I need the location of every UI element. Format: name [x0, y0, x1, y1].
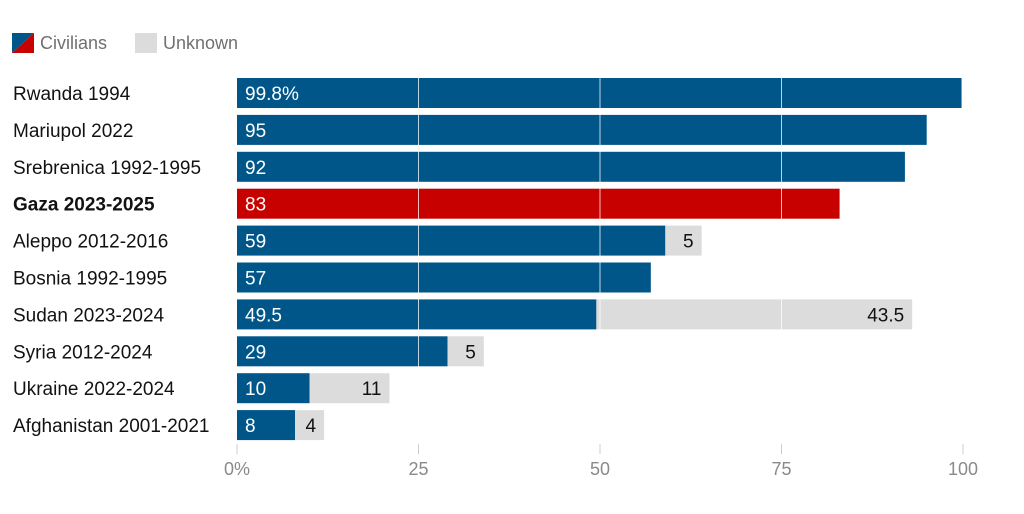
category-label: Aleppo 2012-2016	[13, 232, 168, 253]
value-label-unknown: 43.5	[867, 305, 904, 326]
value-label-civilians: 29	[245, 342, 266, 363]
category-label: Afghanistan 2001-2021	[13, 416, 210, 437]
legend-label-civilians: Civilians	[40, 33, 107, 53]
value-label-civilians: 83	[245, 195, 266, 216]
bar-civilians	[237, 299, 597, 330]
category-label: Rwanda 1994	[13, 84, 131, 105]
x-axis: 0% 25 50 75 100	[224, 444, 978, 479]
legend-label-unknown: Unknown	[163, 33, 238, 53]
bar-civilians	[237, 410, 296, 441]
x-tick-label: 50	[590, 459, 610, 479]
x-tick-label: 75	[771, 459, 791, 479]
bar-civilians	[237, 262, 651, 293]
value-label-civilians: 8	[245, 416, 256, 437]
category-label: Sudan 2023-2024	[13, 305, 165, 326]
category-label: Bosnia 1992-1995	[13, 269, 167, 290]
category-labels: Rwanda 1994 Mariupol 2022 Srebrenica 1992-…	[13, 84, 210, 437]
value-label-civilians: 10	[245, 379, 266, 400]
bar-civilians	[237, 114, 927, 145]
value-label-civilians: 92	[245, 158, 266, 179]
value-label-civilians: 49.5	[245, 305, 282, 326]
category-label: Mariupol 2022	[13, 121, 133, 142]
value-label-civilians: 99.8%	[245, 84, 299, 105]
bar-unknown	[447, 336, 484, 367]
bar-civilians	[237, 373, 310, 404]
value-label-unknown: 4	[306, 416, 317, 437]
bar-unknown	[309, 373, 390, 404]
bar-civilians	[237, 336, 448, 367]
bar-unknown	[665, 225, 702, 256]
civilians-swatch-icon	[12, 33, 34, 53]
unknown-swatch-icon	[135, 33, 157, 53]
value-label-unknown: 5	[683, 232, 694, 253]
category-label: Syria 2012-2024	[13, 342, 153, 363]
x-tick-label: 100	[948, 459, 978, 479]
value-label-civilians: 59	[245, 232, 266, 253]
gridlines	[418, 78, 782, 441]
value-labels: 99.8% 95 92 83 59 5 57 49.5 43.5 29 5 10 11 8 4	[245, 84, 904, 437]
bar-civilians	[237, 78, 962, 108]
legend: Civilians Unknown	[12, 33, 238, 53]
value-label-unknown: 11	[362, 379, 382, 400]
bar-civilians	[237, 225, 666, 256]
x-tick-label: 0%	[224, 459, 250, 479]
bar-unknown	[596, 299, 913, 330]
bars	[237, 78, 962, 441]
value-label-civilians: 95	[245, 121, 266, 142]
category-label: Gaza 2023-2025	[13, 195, 155, 216]
bar-civilians	[237, 151, 905, 182]
bar-civilians	[237, 188, 840, 219]
value-label-unknown: 5	[465, 342, 476, 363]
x-tick-label: 25	[408, 459, 428, 479]
category-label: Srebrenica 1992-1995	[13, 158, 201, 179]
category-label: Ukraine 2022-2024	[13, 379, 175, 400]
value-label-civilians: 57	[245, 269, 266, 290]
bar-unknown	[295, 410, 325, 441]
